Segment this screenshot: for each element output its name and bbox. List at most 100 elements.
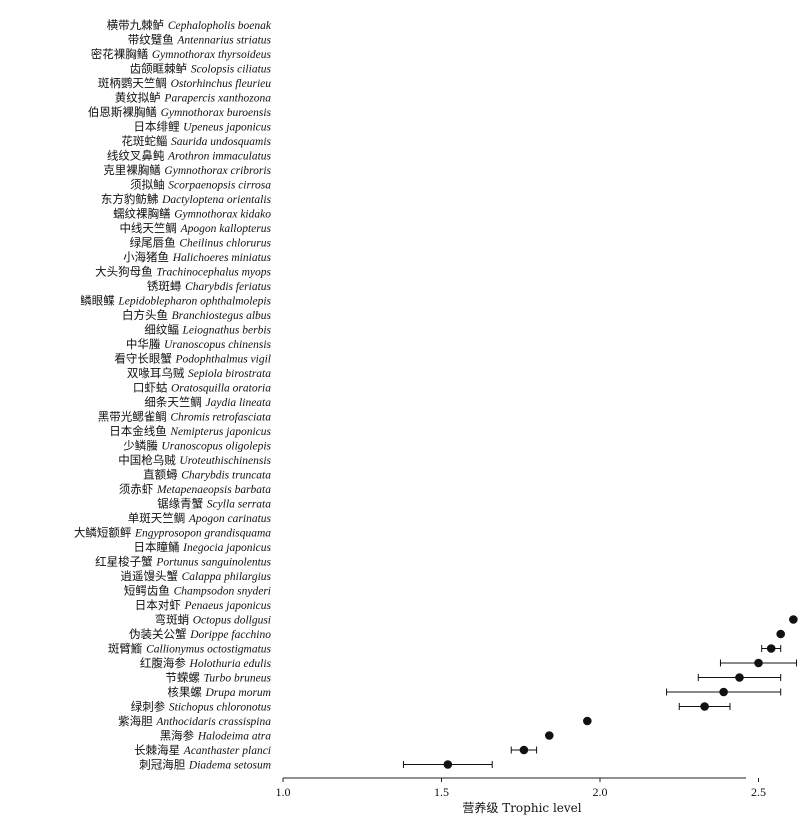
x-tick-label: 1.0 bbox=[276, 785, 291, 799]
x-axis-title: 营养级 Trophic level bbox=[462, 800, 581, 815]
species-name-latin: Scolopsis ciliatus bbox=[191, 64, 272, 76]
species-name-latin: Nemipterus japonicus bbox=[169, 426, 271, 438]
species-name-latin: Oratosquilla oratoria bbox=[171, 383, 271, 395]
species-name-cn: 红腹海参 bbox=[140, 656, 190, 670]
species-label: 少鳞螣 Uranoscopus oligolepis bbox=[123, 439, 271, 453]
species-name-latin: Uranoscopus chinensis bbox=[164, 339, 272, 351]
species-name-latin: Chromis retrofasciata bbox=[170, 412, 271, 424]
species-name-latin: Diadema setosum bbox=[188, 760, 271, 772]
species-name-latin: Apogon carinatus bbox=[188, 513, 272, 525]
species-name-cn: 黄纹拟鲈 bbox=[115, 91, 165, 105]
species-name-cn: 线纹叉鼻鲀 bbox=[107, 149, 168, 163]
species-label: 锈斑蟳 Charybdis feriatus bbox=[147, 279, 272, 293]
species-name-cn: 细条天竺鲷 bbox=[144, 395, 205, 409]
species-name-latin: Gymnothorax thyrsoideus bbox=[152, 49, 272, 61]
species-name-latin: Antennarius striatus bbox=[176, 35, 271, 47]
species-name-cn: 克里裸胸鳝 bbox=[103, 163, 164, 177]
data-point bbox=[583, 716, 592, 726]
species-name-cn: 黑带光鳃雀鲷 bbox=[98, 410, 171, 424]
species-label: 逍遥馒头蟹 Calappa philargius bbox=[120, 569, 271, 583]
species-name-cn: 蠕纹裸胸鳝 bbox=[113, 207, 174, 221]
species-name-cn: 刺冠海胆 bbox=[139, 758, 189, 772]
x-tick-label: 2.0 bbox=[593, 785, 608, 799]
species-label: 绿刺参 Stichopus chloronotus bbox=[131, 700, 272, 714]
species-name-cn: 逍遥馒头蟹 bbox=[120, 569, 181, 583]
species-label: 密花裸胸鳝 Gymnothorax thyrsoideus bbox=[91, 47, 272, 61]
species-name-cn: 锈斑蟳 bbox=[147, 279, 185, 293]
species-label: 直额蟳 Charybdis truncata bbox=[143, 468, 271, 482]
species-label: 中国枪乌贼 Uroteuthischinensis bbox=[118, 453, 271, 467]
species-name-cn: 直额蟳 bbox=[143, 468, 181, 482]
species-label: 须拟鲉 Scorpaenopsis cirrosa bbox=[130, 178, 271, 192]
species-name-latin: Gymnothorax kidako bbox=[174, 209, 271, 221]
species-name-latin: Callionymus octostigmatus bbox=[146, 644, 271, 656]
species-name-latin: Turbo bruneus bbox=[204, 673, 272, 685]
species-name-cn: 东方豹鲂鮄 bbox=[101, 192, 162, 206]
species-name-latin: Penaeus japonicus bbox=[183, 600, 271, 612]
species-label: 中线天竺鲷 Apogon kallopterus bbox=[119, 221, 271, 235]
species-name-cn: 鳞眼鲽 bbox=[80, 294, 118, 308]
species-name-latin: Cephalopholis boenak bbox=[168, 20, 272, 32]
species-name-cn: 节蝾螺 bbox=[165, 671, 203, 685]
species-name-cn: 中国枪乌贼 bbox=[118, 453, 179, 467]
data-point bbox=[776, 629, 785, 639]
species-name-cn: 须拟鲉 bbox=[130, 178, 168, 192]
species-label: 小海猪鱼 Halichoeres miniatus bbox=[123, 250, 271, 264]
species-name-cn: 锯缘青蟹 bbox=[157, 497, 207, 511]
species-label: 红星梭子蟹 Portunus sanguinolentus bbox=[95, 555, 271, 569]
species-label: 红腹海参 Holothuria edulis bbox=[140, 656, 272, 670]
species-name-latin: Parapercis xanthozona bbox=[163, 93, 271, 105]
species-name-cn: 少鳞螣 bbox=[123, 439, 161, 453]
species-label: 锯缘青蟹 Scylla serrata bbox=[157, 497, 271, 511]
species-name-latin: Arothron immaculatus bbox=[167, 151, 271, 163]
species-name-latin: Metapenaeopsis barbata bbox=[156, 484, 271, 496]
species-name-latin: Champsodon snyderi bbox=[174, 586, 271, 598]
species-label: 伪装关公蟹 Dorippe facchino bbox=[129, 627, 271, 641]
data-point bbox=[519, 745, 529, 755]
species-label: 花斑蛇鲻 Saurida undosquamis bbox=[121, 134, 271, 148]
species-label: 伯恩斯裸胸鳝 Gymnothorax buroensis bbox=[88, 105, 272, 119]
species-label: 带纹躄鱼 Antennarius striatus bbox=[128, 33, 272, 47]
species-name-cn: 中线天竺鲷 bbox=[119, 221, 180, 235]
species-name-latin: Uroteuthischinensis bbox=[179, 455, 271, 467]
species-label: 日本金线鱼 Nemipterus japonicus bbox=[109, 424, 271, 438]
species-name-latin: Upeneus japonicus bbox=[183, 122, 271, 134]
species-name-cn: 核果螺 bbox=[167, 685, 205, 699]
species-name-latin: Inegocia japonicus bbox=[182, 542, 271, 554]
species-name-latin: Engyprosopon grandisquama bbox=[134, 528, 271, 540]
species-label: 核果螺 Drupa morum bbox=[167, 685, 271, 699]
species-label: 单斑天竺鲷 Apogon carinatus bbox=[128, 511, 272, 525]
species-label: 齿颌眶棘鲈 Scolopsis ciliatus bbox=[130, 62, 272, 76]
species-name-latin: Charybdis truncata bbox=[181, 470, 271, 482]
species-name-latin: Anthocidaris crassispina bbox=[155, 716, 271, 728]
species-label: 鳞眼鲽 Lepidoblepharon ophthalmolepis bbox=[80, 294, 271, 308]
species-label: 看守长眼蟹 Podophthalmus vigil bbox=[114, 352, 271, 366]
species-name-latin: Drupa morum bbox=[205, 687, 272, 699]
species-name-cn: 绿尾唇鱼 bbox=[130, 236, 180, 250]
species-label: 节蝾螺 Turbo bruneus bbox=[165, 671, 271, 685]
species-label: 东方豹鲂鮄 Dactyloptena orientalis bbox=[101, 192, 272, 206]
species-name-cn: 红星梭子蟹 bbox=[95, 555, 156, 569]
species-name-latin: Octopus dollgusi bbox=[193, 615, 271, 627]
species-name-latin: Scylla serrata bbox=[207, 499, 271, 511]
species-name-latin: Gymnothorax buroensis bbox=[161, 107, 272, 119]
x-axis: 1.01.52.02.53.03.5 bbox=[276, 777, 766, 799]
species-name-cn: 日本瞳鲬 bbox=[134, 540, 184, 554]
species-name-cn: 短鳄齿鱼 bbox=[124, 584, 174, 598]
species-label: 日本瞳鲬 Inegocia japonicus bbox=[134, 540, 272, 554]
species-name-latin: Stichopus chloronotus bbox=[169, 702, 272, 714]
species-label: 黑海参 Halodeima atra bbox=[160, 729, 272, 743]
species-name-latin: Sepiola birostrata bbox=[188, 368, 271, 380]
species-name-cn: 中华螣 bbox=[126, 337, 164, 351]
species-name-cn: 伪装关公蟹 bbox=[129, 627, 190, 641]
species-label: 斑柄鹦天竺鲷 Ostorhinchus fleurieu bbox=[98, 76, 271, 90]
species-label: 紫海胆 Anthocidaris crassispina bbox=[118, 714, 271, 728]
species-name-latin: Jaydia lineata bbox=[206, 397, 272, 409]
species-label: 细纹鲾 Leiognathus berbis bbox=[144, 323, 271, 337]
species-name-cn: 密花裸胸鳝 bbox=[91, 47, 152, 61]
species-name-cn: 单斑天竺鲷 bbox=[128, 511, 189, 525]
species-name-cn: 绿刺参 bbox=[131, 700, 169, 714]
species-label: 中华螣 Uranoscopus chinensis bbox=[126, 337, 272, 351]
